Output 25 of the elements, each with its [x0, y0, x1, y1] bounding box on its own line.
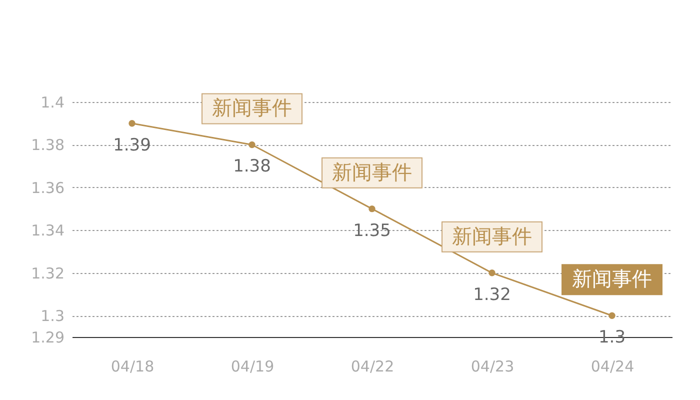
data-label: 1.39: [113, 135, 151, 156]
annotation: 新闻事件: [212, 96, 292, 120]
point: [608, 312, 616, 319]
annotation: 新闻事件: [332, 160, 412, 184]
x-tick-label: 04/24: [590, 358, 634, 376]
y-tick-label: 1.3: [40, 307, 64, 326]
point: [248, 141, 256, 148]
data-label: 1.35: [353, 220, 391, 241]
data-label: 1.38: [233, 156, 271, 177]
x-tick-label: 04/18: [110, 358, 154, 376]
y-tick-label: 1.32: [31, 264, 64, 282]
x-tick-label: 04/23: [470, 358, 514, 376]
y-tick-label: 1.4: [40, 94, 64, 112]
data-label: 1.32: [473, 284, 511, 305]
annotation: 新闻事件: [452, 224, 532, 248]
point: [368, 205, 376, 212]
y-tick-label: 1.34: [31, 222, 64, 240]
point: [128, 120, 136, 127]
x-tick-label: 04/19: [230, 358, 274, 376]
y-tick-label: 1.29: [31, 328, 64, 346]
y-tick-label: 1.38: [31, 136, 64, 154]
y-tick-label: 1.36: [31, 178, 64, 197]
point: [488, 270, 496, 276]
x-tick-label: 04/22: [350, 358, 394, 376]
annotation: 新闻事件: [572, 266, 652, 291]
